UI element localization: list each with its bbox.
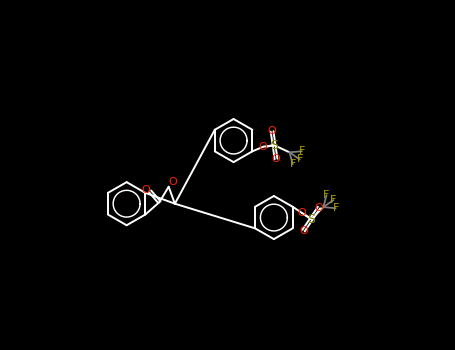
Text: F: F [289, 159, 296, 169]
Text: F: F [298, 146, 305, 156]
Text: F: F [330, 195, 337, 205]
Text: O: O [272, 154, 280, 164]
Text: O: O [142, 185, 151, 195]
Text: F: F [297, 154, 303, 164]
Text: F: F [324, 190, 330, 200]
Text: O: O [168, 177, 177, 187]
Text: S: S [307, 212, 315, 226]
Text: O: O [299, 226, 308, 236]
Text: O: O [259, 142, 268, 152]
Text: O: O [298, 208, 306, 218]
Text: O: O [268, 126, 277, 136]
Text: S: S [270, 139, 278, 152]
Text: O: O [314, 203, 324, 212]
Text: F: F [333, 203, 339, 213]
